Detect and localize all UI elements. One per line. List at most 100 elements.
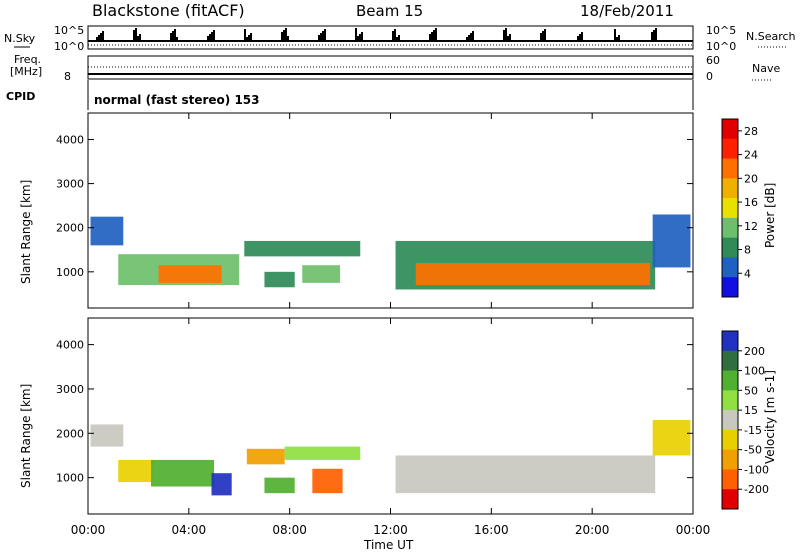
nsky-bar-44	[544, 29, 546, 41]
power-colorbar-cell-4	[722, 198, 738, 219]
nsky-bar-30	[616, 37, 618, 41]
nsky-bar-4	[244, 29, 246, 41]
nsky-bar-19	[209, 34, 211, 41]
power-colorbar-cell-1	[722, 138, 738, 160]
nsky-bar-31	[653, 30, 655, 41]
x-ticks: 00:00 04:00 08:00 12:00 16:00 20:00 00:00	[71, 113, 711, 537]
velocity-region-6	[264, 477, 295, 494]
nsky-bar-56	[398, 35, 400, 41]
nsky-bar-7	[355, 28, 357, 41]
x-tick-label-0: 00:00	[71, 523, 106, 537]
power-colorbar-label: Power [dB]	[763, 183, 777, 248]
nsky-bar-14	[614, 29, 616, 41]
nave-right-tick-top: 60	[706, 54, 720, 67]
nave-right-tick-bottom: 0	[706, 70, 713, 83]
nsky-bar-51	[213, 30, 215, 41]
nsky-bar-57	[435, 28, 437, 41]
nsky-bar-48	[102, 31, 104, 41]
velocity-ytick-label-2: 3000	[56, 383, 84, 396]
velocity-region-3	[211, 473, 232, 496]
nsky-bar-58	[472, 31, 474, 41]
velocity-colorbar-label: Velocity [m s-1]	[763, 370, 777, 464]
nsky-bar-38	[322, 31, 324, 41]
nsky-bar-20	[246, 37, 248, 41]
velocity-colorbar-cell-0	[722, 331, 738, 352]
power-y-ticks: 1000 2000 3000 4000	[56, 133, 693, 279]
nsky-right-tick-top: 10^5	[706, 24, 736, 37]
nsky-bar-45	[581, 32, 583, 41]
power-ytick-label-0: 1000	[56, 266, 84, 279]
power-region-0	[90, 216, 124, 246]
cpid-text: normal (fast stereo) 153	[94, 93, 260, 107]
beam-title: Beam 15	[356, 2, 423, 20]
velocity-region-4	[246, 448, 285, 465]
velocity-y-ticks: 1000 2000 3000 4000	[56, 339, 693, 485]
x-tick-label-2: 08:00	[272, 523, 307, 537]
velocity-region-0	[90, 424, 124, 447]
power-colorbar-cell-6	[722, 237, 738, 258]
nsky-bar-6	[318, 35, 320, 41]
nsky-bar-37	[285, 28, 287, 41]
nsky-bars	[96, 28, 657, 41]
power-region-4	[264, 271, 295, 288]
nsky-bar-17	[135, 28, 137, 41]
nsky-bar-59	[509, 34, 511, 41]
nsky-label: N.Sky	[4, 32, 36, 45]
nsky-bar-21	[283, 30, 285, 41]
velocity-colorbar-label-1: 100	[744, 365, 765, 378]
velocity-colorbar-cell-1	[722, 350, 738, 372]
nsky-bar-46	[618, 35, 620, 41]
nsky-bar-28	[542, 31, 544, 41]
power-colorbar-cell-7	[722, 257, 738, 278]
power-colorbar-label-2: 12	[744, 220, 758, 233]
velocity-region-9	[652, 419, 691, 456]
power-regions	[90, 214, 691, 290]
date-title: 18/Feb/2011	[580, 2, 674, 20]
velocity-ytick-label-3: 4000	[56, 339, 84, 352]
nsky-bar-39	[359, 34, 361, 41]
x-tick-label-3: 12:00	[373, 523, 408, 537]
power-colorbar-label-4: 20	[744, 172, 758, 185]
nsky-bar-35	[211, 32, 213, 41]
nsky-bar-23	[357, 36, 359, 41]
nsky-bar-18	[172, 31, 174, 41]
power-ytick-label-1: 2000	[56, 222, 84, 235]
nsky-bar-2	[170, 33, 172, 41]
nsky-bar-24	[394, 29, 396, 41]
nsky-bar-54	[324, 29, 326, 41]
velocity-colorbar-cell-6	[722, 449, 738, 470]
nsky-bar-26	[468, 35, 470, 41]
x-tick-label-6: 00:00	[676, 523, 711, 537]
velocity-ylabel: Slant Range [km]	[19, 384, 33, 488]
x-axis-label: Time UT	[363, 538, 414, 552]
nsky-bar-11	[503, 30, 505, 41]
power-colorbar-label-3: 16	[744, 196, 758, 209]
x-tick-label-4: 16:00	[474, 523, 509, 537]
velocity-colorbar-label-5: -50	[744, 444, 762, 457]
nsearch-label: N.Search	[746, 30, 796, 43]
cpid-label: CPID	[6, 90, 35, 103]
power-colorbar-cell-2	[722, 158, 738, 179]
velocity-colorbar-cell-4	[722, 410, 738, 431]
velocity-ytick-label-0: 1000	[56, 472, 84, 485]
nsky-tick-bottom: 10^0	[54, 40, 84, 53]
velocity-region-5	[284, 446, 361, 460]
power-region-5	[302, 265, 341, 283]
power-ytick-label-3: 4000	[56, 133, 84, 146]
nsky-right-tick-bottom: 10^0	[706, 40, 736, 53]
freq-label-1: Freq.	[14, 53, 41, 66]
nsky-bar-27	[505, 28, 507, 41]
velocity-colorbar: 200 100 50 15 -15 -50 -100 -200	[721, 330, 769, 510]
station-title: Blackstone (fitACF)	[92, 1, 245, 20]
nsky-bar-40	[396, 37, 398, 41]
nsky-bar-42	[470, 33, 472, 41]
power-colorbar: 4 8 12 16 20 24 28	[721, 118, 758, 298]
x-tick-label-1: 04:00	[172, 523, 207, 537]
velocity-region-2	[151, 459, 215, 487]
nsky-tick-top: 10^5	[54, 24, 84, 37]
nsky-bar-16	[98, 35, 100, 41]
velocity-colorbar-cell-5	[722, 429, 738, 451]
nsky-bar-55	[361, 32, 363, 41]
power-colorbar-cell-8	[722, 277, 738, 298]
